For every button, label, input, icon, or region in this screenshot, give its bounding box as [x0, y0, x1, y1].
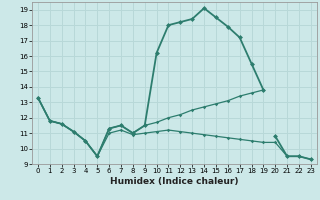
- X-axis label: Humidex (Indice chaleur): Humidex (Indice chaleur): [110, 177, 239, 186]
